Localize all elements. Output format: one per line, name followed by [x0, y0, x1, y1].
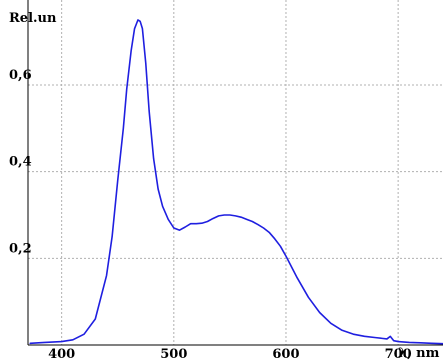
y-tick-label: 0,6	[9, 68, 32, 83]
y-tick-label: 0,4	[9, 155, 32, 170]
x-axis-label: λ, nm	[398, 346, 440, 360]
grid	[28, 0, 443, 345]
x-tick-label: 700	[385, 347, 412, 360]
x-tick-label: 500	[160, 347, 187, 360]
x-tick-label: 400	[48, 347, 75, 360]
tick-labels: 400 500 600 700 0,2 0,4 0,6	[9, 68, 412, 360]
y-axis-label: Rel.un	[9, 11, 57, 26]
spectrum-line	[29, 19, 443, 345]
y-tick-label: 0,2	[9, 241, 32, 256]
x-tick-label: 600	[272, 347, 299, 360]
